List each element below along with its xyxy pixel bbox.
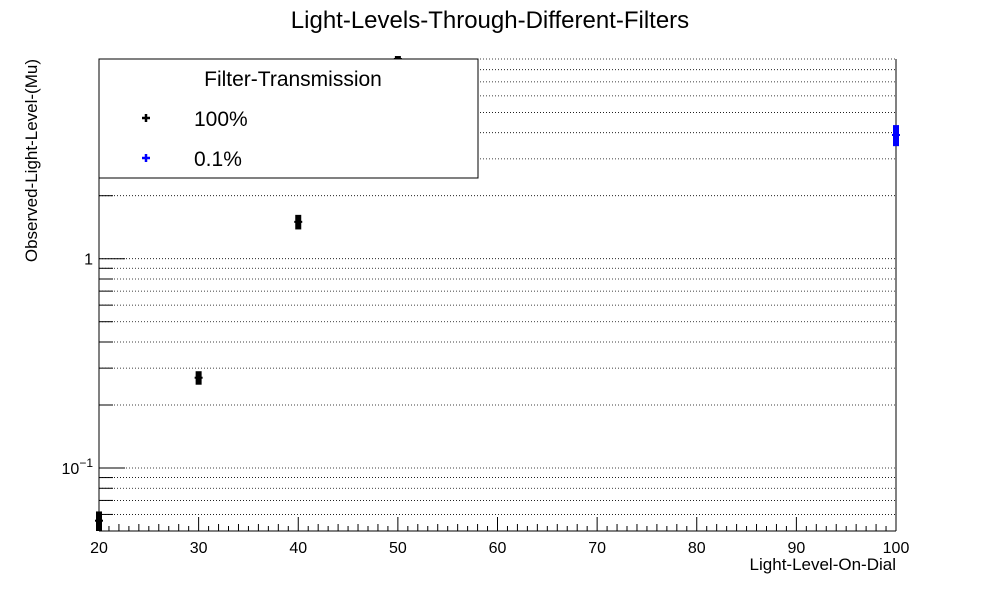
legend-title: Filter-Transmission	[204, 68, 382, 91]
legend-label: 0.1%	[194, 148, 242, 171]
legend-entry: 0.1%	[142, 148, 242, 171]
data-point	[95, 511, 103, 531]
legend-entry: 100%	[142, 108, 248, 131]
x-tick-label: 80	[688, 540, 706, 557]
data-point	[892, 125, 900, 147]
legend-label: 100%	[194, 108, 248, 131]
legend: Filter-Transmission 100% 0.1%	[98, 58, 479, 179]
data-point	[294, 214, 303, 230]
legend-box	[98, 58, 479, 179]
x-tick-label: 40	[289, 540, 307, 557]
x-tick-label: 70	[588, 540, 606, 557]
x-tick-label: 50	[389, 540, 407, 557]
chart-title: Light-Levels-Through-Different-Filters	[291, 7, 689, 34]
x-tick-label: 60	[489, 540, 507, 557]
data-point	[194, 371, 203, 385]
x-tick-label: 30	[190, 540, 208, 557]
x-tick-label: 90	[787, 540, 805, 557]
y-axis-label: Observed-Light-Level-(Mu)	[22, 59, 41, 262]
x-tick-label: 100	[883, 540, 910, 557]
y-tick-label: 10−1	[62, 456, 94, 478]
y-tick-label: 1	[84, 252, 93, 269]
legend-entries: 100% 0.1%	[142, 108, 248, 171]
x-axis-label: Light-Level-On-Dial	[750, 555, 896, 574]
axes: 10−1 1 20 30 40 50 60 70 80 90 100	[62, 58, 910, 557]
x-tick-label: 20	[90, 540, 108, 557]
